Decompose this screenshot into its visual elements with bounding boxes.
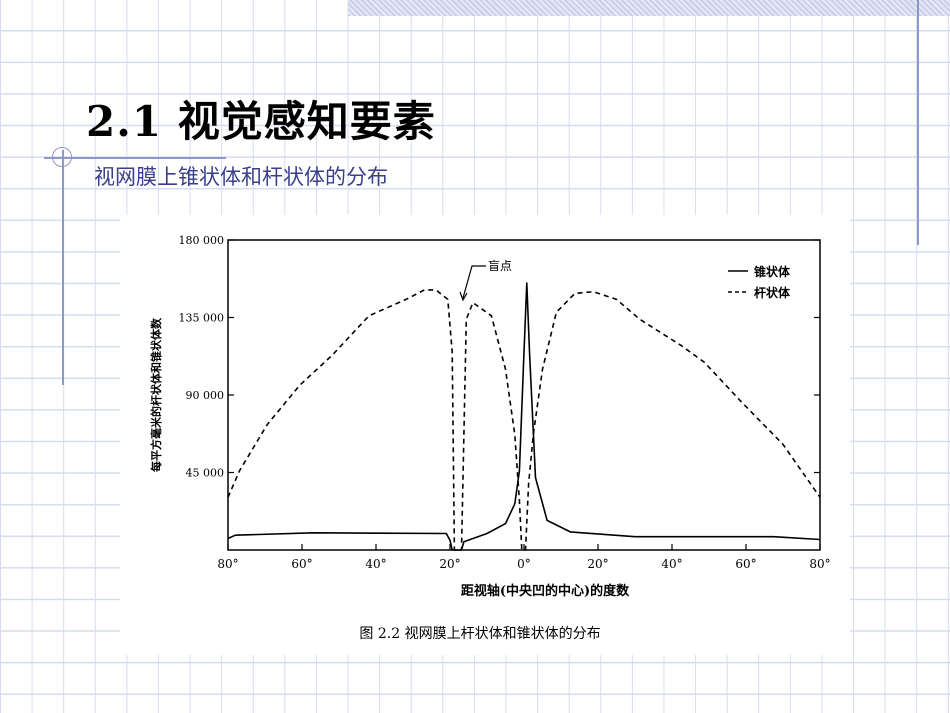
series-line-cones xyxy=(227,282,821,551)
figure-caption: 图 2.2 视网膜上杆状体和锥状体的分布 xyxy=(359,626,600,642)
y-axis-label: 每平方毫米的杆状体和锥状体数 xyxy=(149,317,163,472)
x-tick-label: 80° xyxy=(217,557,238,571)
slide-subtitle: 视网膜上锥状体和杆状体的分布 xyxy=(94,165,388,189)
slide-title: 2.1 视觉感知要素 xyxy=(86,97,436,146)
decorative-circle xyxy=(52,147,72,167)
decorative-line xyxy=(62,150,64,385)
x-axis-label: 距视轴(中央凹的中心)的度数 xyxy=(461,583,630,599)
annotation-arrow xyxy=(462,265,486,299)
annotation-arrowhead xyxy=(459,291,468,302)
x-tick-label: 20° xyxy=(587,557,608,571)
series-line-rods xyxy=(227,289,821,551)
blind-spot-annotation: 盲点 xyxy=(488,258,512,273)
y-tick-label: 135 000 xyxy=(179,312,225,325)
chart-background xyxy=(120,215,850,655)
y-tick-label: 45 000 xyxy=(186,467,225,480)
legend-label-rods: 杆状体 xyxy=(754,285,791,300)
legend-label-cones: 锥状体 xyxy=(754,264,791,279)
decorative-line xyxy=(44,157,226,159)
x-tick-label: 40° xyxy=(365,557,386,571)
x-tick-label: 80° xyxy=(809,557,830,571)
x-tick-label: 0° xyxy=(517,557,531,571)
y-tick-label: 180 000 xyxy=(179,234,225,247)
x-tick-label: 20° xyxy=(439,557,460,571)
x-tick-label: 60° xyxy=(735,557,756,571)
legend: 锥状体 杆状体 xyxy=(728,264,791,300)
decorative-line xyxy=(917,0,919,245)
y-tick-label: 90 000 xyxy=(186,389,225,402)
x-tick-label: 60° xyxy=(291,557,312,571)
header-pattern-band xyxy=(348,0,950,16)
x-tick-label: 40° xyxy=(661,557,682,571)
